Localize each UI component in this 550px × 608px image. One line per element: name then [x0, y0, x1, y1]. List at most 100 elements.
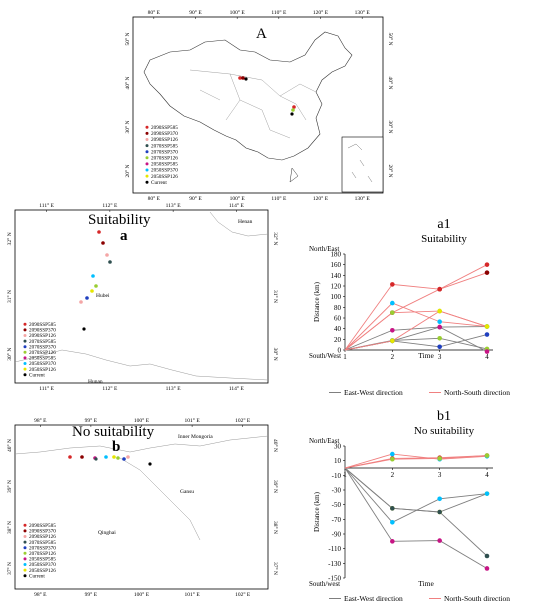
- top-tick-label: 114° E: [229, 202, 245, 209]
- legend-label: 2050SSP370: [29, 361, 56, 367]
- legend-marker: [23, 362, 27, 365]
- top-tick-label: 80° E: [148, 9, 161, 16]
- left-tick-label: 50° N: [124, 32, 131, 45]
- data-point: [437, 335, 442, 341]
- right-tick-label: 37° N: [272, 562, 279, 575]
- y-tick-label: 60: [334, 315, 342, 323]
- legend-label: 2070SSP370: [151, 149, 178, 155]
- map-b-small-left-ticks: 40° N 39° N 38° N 37° N: [6, 439, 13, 575]
- legend-label: 2070SSP585: [29, 540, 56, 546]
- chart-panel-label: b1: [437, 409, 451, 424]
- legend-marker: [23, 322, 27, 326]
- y-axis-label: Distance (km): [313, 281, 321, 322]
- data-point: [390, 451, 395, 457]
- data-point: [437, 308, 442, 314]
- legend-label: 2090SSP585: [151, 125, 178, 131]
- legend-label: 2070SSP370: [29, 344, 56, 350]
- bottom-tick-label: 111° E: [39, 385, 54, 392]
- chart-title: Suitability: [421, 233, 467, 245]
- y-tick-label: 100: [331, 293, 342, 301]
- x-tick-label: 3: [438, 471, 442, 479]
- legend-marker: [145, 144, 149, 148]
- top-tick-label: 90° E: [189, 9, 202, 16]
- legend-label: 2070SSP126: [151, 156, 178, 162]
- x-axis-label: Time: [418, 351, 434, 360]
- legend-marker: [23, 568, 27, 572]
- legend-marker: [23, 350, 27, 354]
- data-point: [484, 349, 490, 354]
- map-b-small-bottom-ticks: 98° E 99° E 100° E 101° E 102° E: [34, 591, 251, 598]
- data-point: [484, 332, 490, 337]
- legend-marker: [23, 557, 27, 561]
- bottom-tick-label: 114° E: [229, 385, 245, 392]
- y-tick-label: -150: [328, 575, 341, 583]
- data-point: [437, 496, 442, 502]
- x-tick-label: 2: [391, 353, 395, 361]
- map-a-top-ticks: 80° E 90° E 100° E 110° E 120° E 130° E: [148, 9, 370, 19]
- right-tick-label: 20° N: [387, 164, 394, 177]
- x-tick-label: 4: [485, 353, 489, 361]
- bottom-tick-label: 101° E: [185, 591, 201, 598]
- x-tick-label: 3: [438, 353, 442, 361]
- top-tick-label: 98° E: [34, 417, 47, 424]
- data-point: [437, 319, 442, 325]
- y-tick-label: 180: [331, 251, 342, 259]
- legend-label: 2050SSP585: [29, 356, 56, 362]
- map-a-small-right-ticks: 32° N 31° N 30° N: [272, 232, 279, 360]
- data-point: [484, 491, 490, 496]
- legend-label: 2090SSP370: [29, 529, 56, 535]
- legend-marker: [23, 367, 27, 371]
- legend-label: 2090SSP370: [151, 131, 178, 137]
- legend-label-ew: East-West direction: [344, 388, 403, 397]
- y-axis-label: Distance (km): [313, 491, 321, 532]
- top-tick-label: 101° E: [185, 417, 201, 424]
- top-tick-label: 111° E: [39, 202, 54, 209]
- right-tick-label: 32° N: [272, 232, 279, 245]
- data-point: [437, 324, 442, 330]
- legend-marker: [23, 540, 27, 544]
- data-point: [437, 538, 442, 543]
- legend-label-ns: North-South direction: [444, 594, 510, 603]
- legend-label: 2090SSP126: [151, 137, 178, 143]
- left-tick-label: 20° N: [124, 164, 131, 177]
- legend-marker: [23, 574, 27, 578]
- right-tick-label: 31° N: [272, 290, 279, 303]
- map-b-small-legend: 2090SSP5852090SSP3702090SSP1262070SSP585…: [23, 523, 56, 579]
- y-tick-label: 30: [334, 443, 342, 451]
- y-tick-label: 80: [334, 304, 342, 312]
- left-tick-label: 32° N: [6, 232, 13, 245]
- map-a-small-bottom-ticks: 111° E 112° E 113° E 114° E: [39, 385, 244, 392]
- map-a-small-centroids: [79, 230, 112, 331]
- series-line-ns: [344, 453, 488, 469]
- left-tick-label: 30° N: [6, 348, 13, 361]
- legend-marker: [145, 180, 149, 184]
- data-point: [390, 300, 395, 306]
- legend-label: 2070SSP585: [151, 143, 178, 149]
- y-tick-label: -130: [328, 560, 341, 568]
- data-point: [390, 327, 395, 333]
- series-line-ns: [344, 302, 488, 351]
- data-point: [484, 262, 490, 267]
- legend-label: 2070SSP370: [29, 545, 56, 551]
- legend-label: 2050SSP126: [29, 568, 56, 574]
- right-tick-label: 30° N: [387, 120, 394, 133]
- china-outline: [143, 31, 353, 161]
- left-tick-label: 38° N: [6, 521, 13, 534]
- bottom-tick-label: 112° E: [102, 385, 118, 392]
- left-tick-label: 40° N: [124, 76, 131, 89]
- legend-marker: [23, 523, 27, 527]
- legend-marker: [145, 150, 149, 154]
- chart-title: No suitability: [414, 425, 475, 437]
- map-a-small-label: a: [120, 228, 128, 244]
- legend-marker: [23, 563, 27, 566]
- data-point: [484, 453, 490, 458]
- map-a-label: A: [256, 26, 267, 42]
- map-a-left-ticks: 50° N 40° N 30° N 20° N: [124, 32, 131, 177]
- map-a-centroids: [238, 76, 296, 116]
- map-b-small-right-ticks: 40° N 39° N 38° N 37° N: [272, 439, 279, 575]
- legend-marker: [23, 373, 27, 377]
